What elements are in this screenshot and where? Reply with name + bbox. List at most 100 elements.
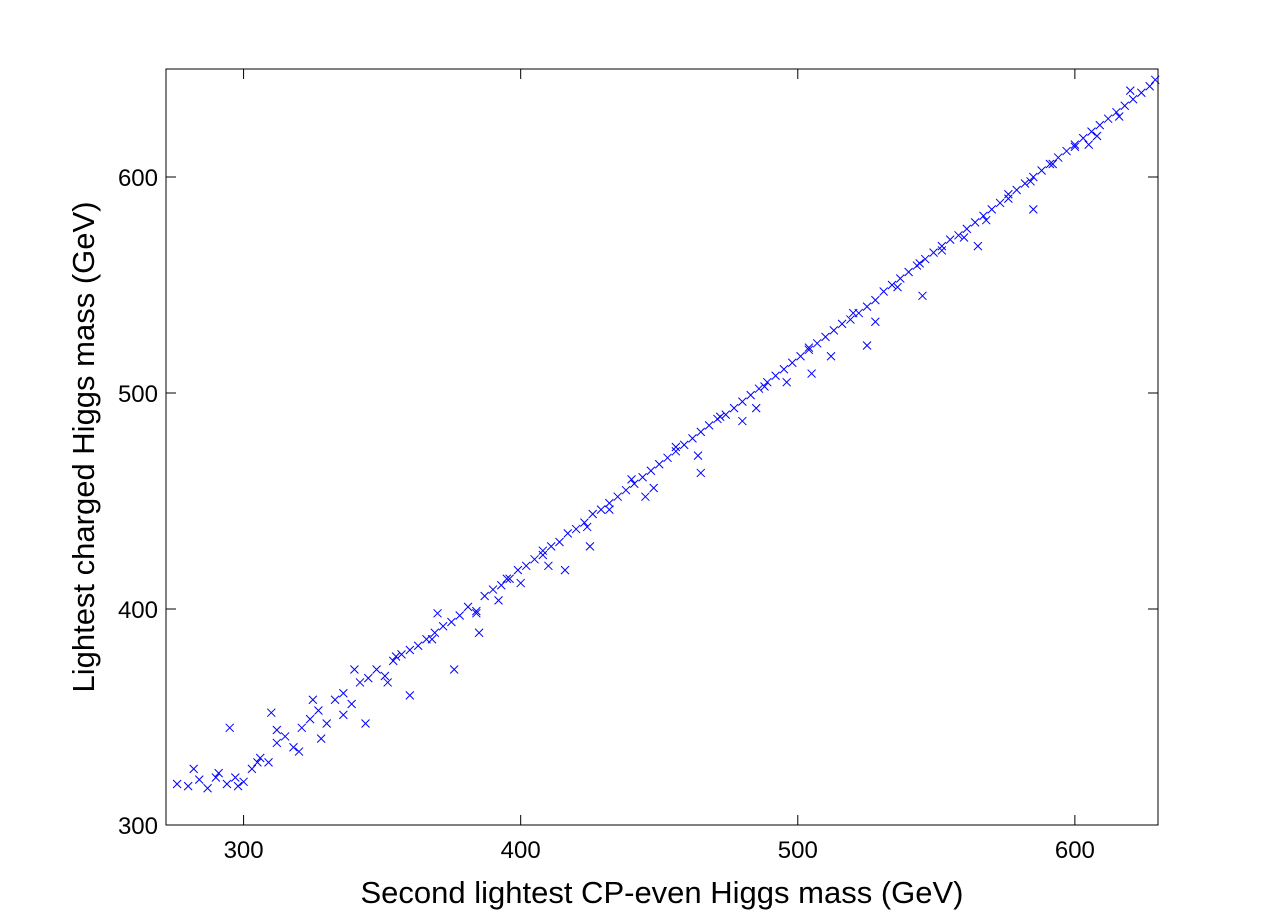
data-point bbox=[582, 522, 592, 532]
data-point bbox=[588, 509, 598, 519]
y-tick-label: 600 bbox=[118, 165, 158, 192]
data-point bbox=[544, 561, 553, 571]
data-point bbox=[1026, 176, 1035, 186]
data-point bbox=[1062, 146, 1071, 156]
data-point bbox=[995, 198, 1005, 208]
data-point bbox=[729, 403, 739, 413]
data-point bbox=[1084, 140, 1094, 149]
data-point bbox=[316, 734, 326, 743]
x-tick-label: 600 bbox=[1055, 837, 1095, 864]
data-point bbox=[563, 529, 573, 538]
data-point bbox=[987, 205, 997, 214]
data-point bbox=[945, 235, 955, 244]
data-point bbox=[397, 650, 406, 659]
data-point bbox=[1070, 140, 1080, 149]
data-point bbox=[887, 280, 897, 290]
data-point bbox=[555, 537, 564, 547]
data-point bbox=[1078, 133, 1088, 143]
data-point bbox=[239, 777, 248, 787]
data-point bbox=[308, 695, 318, 705]
plot-frame bbox=[165, 68, 1159, 826]
data-point bbox=[189, 764, 199, 774]
data-point bbox=[929, 248, 938, 257]
data-point bbox=[604, 498, 614, 508]
data-point bbox=[380, 671, 390, 681]
data-point bbox=[962, 224, 972, 234]
data-point bbox=[438, 621, 448, 631]
data-point bbox=[920, 254, 930, 264]
data-point bbox=[347, 699, 357, 709]
data-point bbox=[1114, 112, 1124, 121]
y-tick-label: 300 bbox=[118, 813, 158, 840]
data-point bbox=[596, 505, 606, 514]
data-point bbox=[272, 725, 282, 735]
data-point bbox=[1137, 88, 1146, 98]
data-point bbox=[580, 518, 589, 527]
data-point bbox=[496, 580, 506, 590]
data-point bbox=[388, 656, 398, 666]
data-point bbox=[937, 241, 947, 251]
data-point bbox=[471, 606, 481, 616]
data-point bbox=[604, 505, 614, 514]
data-point bbox=[918, 291, 927, 301]
data-point bbox=[621, 485, 631, 495]
data-point bbox=[233, 781, 243, 791]
data-point bbox=[474, 628, 484, 638]
data-point bbox=[391, 652, 401, 661]
data-point bbox=[746, 390, 756, 400]
data-point bbox=[649, 483, 659, 493]
y-axis-label: Lightest charged Higgs mass (GeV) bbox=[66, 201, 101, 692]
data-point bbox=[1128, 94, 1138, 104]
data-point bbox=[663, 453, 672, 463]
y-tick-label: 400 bbox=[118, 597, 158, 624]
data-point bbox=[405, 691, 415, 700]
data-point bbox=[959, 233, 969, 242]
data-point bbox=[222, 779, 232, 789]
y-tick-label: 500 bbox=[118, 381, 158, 408]
data-point bbox=[330, 695, 340, 705]
data-point bbox=[671, 446, 681, 456]
data-point bbox=[973, 241, 983, 251]
data-point bbox=[521, 561, 531, 571]
x-tick-label: 400 bbox=[501, 837, 541, 864]
x-axis-label: Second lightest CP-even Higgs mass (GeV) bbox=[360, 875, 963, 910]
data-point bbox=[787, 358, 797, 368]
data-point bbox=[638, 472, 647, 482]
data-point bbox=[954, 230, 963, 240]
data-point bbox=[804, 343, 814, 352]
data-point bbox=[203, 783, 212, 793]
data-point bbox=[762, 377, 772, 387]
data-point bbox=[804, 345, 814, 355]
data-point bbox=[194, 775, 204, 784]
data-point bbox=[516, 578, 526, 588]
data-point bbox=[172, 779, 182, 789]
data-point bbox=[338, 688, 348, 698]
data-point bbox=[513, 565, 523, 575]
data-point bbox=[1103, 114, 1113, 124]
data-point bbox=[871, 295, 880, 305]
data-point bbox=[1125, 86, 1135, 95]
data-point bbox=[981, 215, 991, 225]
data-point bbox=[449, 665, 459, 674]
data-point bbox=[1092, 131, 1102, 141]
data-point bbox=[247, 764, 257, 774]
data-point bbox=[1045, 159, 1055, 169]
data-point bbox=[560, 565, 570, 575]
data-point bbox=[272, 738, 282, 748]
data-point bbox=[760, 382, 769, 391]
data-point bbox=[754, 384, 764, 394]
data-point bbox=[338, 710, 348, 720]
data-point bbox=[688, 434, 697, 443]
data-point bbox=[807, 369, 816, 378]
data-point bbox=[721, 410, 731, 419]
data-point bbox=[937, 246, 947, 255]
data-point bbox=[821, 332, 830, 342]
data-point bbox=[696, 427, 706, 437]
data-point bbox=[779, 364, 789, 374]
data-point bbox=[671, 442, 681, 452]
data-point bbox=[289, 742, 298, 752]
data-point bbox=[895, 274, 905, 283]
data-point bbox=[255, 753, 265, 763]
